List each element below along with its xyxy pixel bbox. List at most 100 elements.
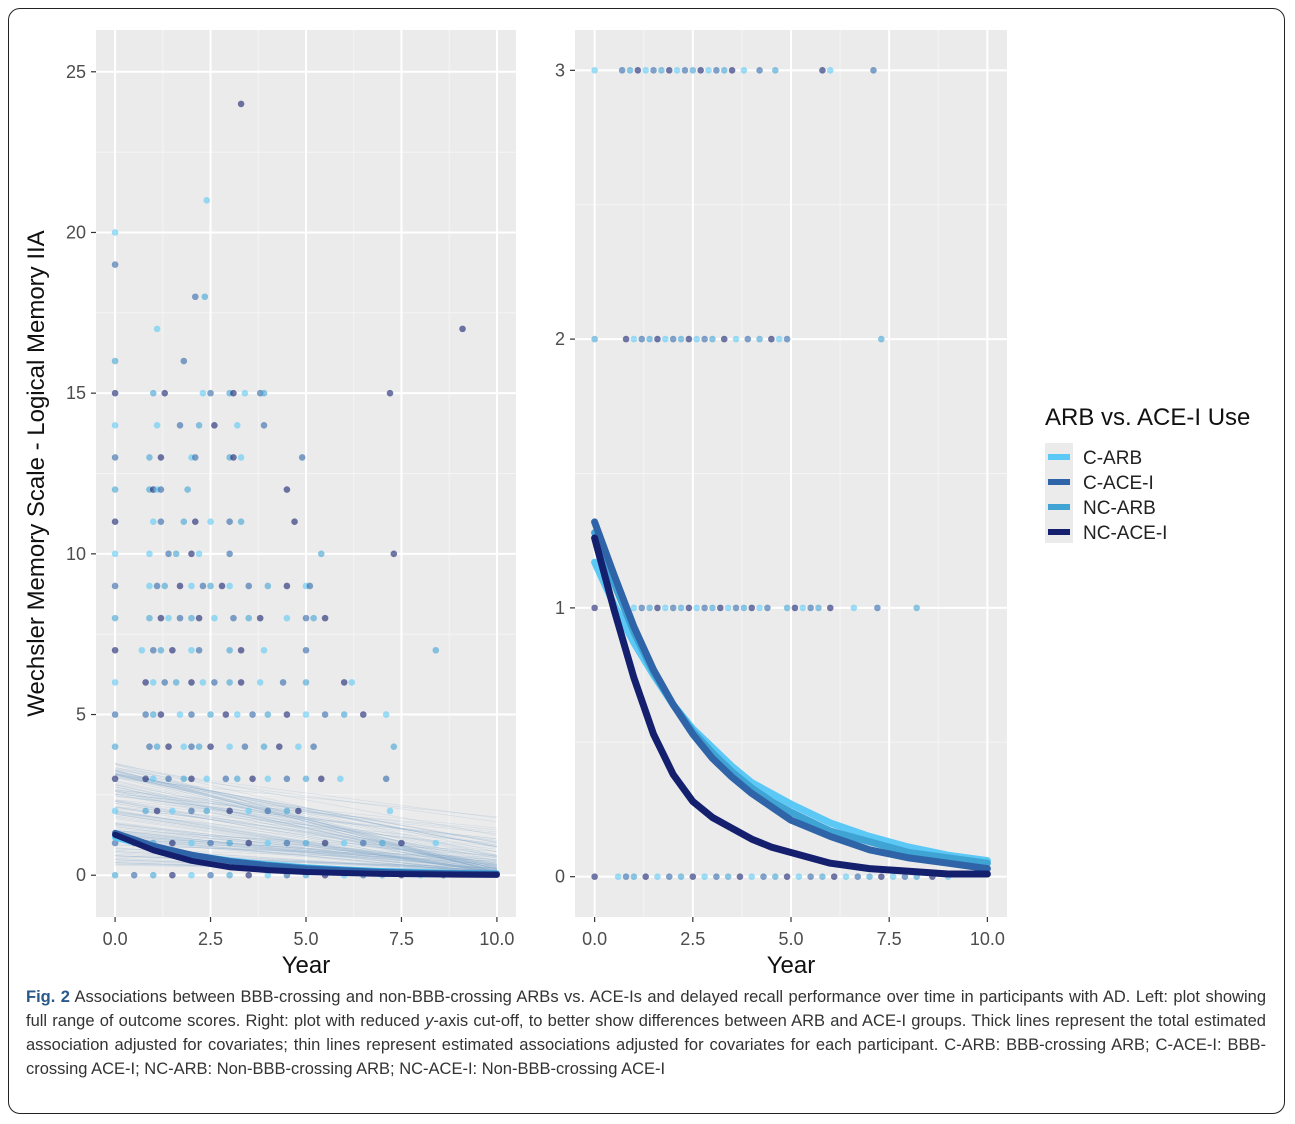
participant-line bbox=[115, 836, 497, 860]
right-data-point bbox=[913, 604, 920, 612]
right-data-point bbox=[771, 67, 779, 74]
left-data-point bbox=[432, 839, 440, 847]
participant-line bbox=[115, 764, 497, 836]
right-data-point bbox=[630, 604, 638, 612]
participant-line bbox=[115, 823, 497, 873]
participant-line bbox=[115, 763, 497, 873]
left-data-point bbox=[111, 807, 119, 815]
participant-line bbox=[115, 776, 497, 872]
participant-line bbox=[115, 781, 497, 870]
participant-line bbox=[115, 790, 497, 859]
left-data-point bbox=[142, 679, 149, 686]
right-data-point bbox=[693, 604, 701, 612]
left-data-point bbox=[321, 839, 329, 847]
participant-line bbox=[115, 834, 497, 867]
left-data-point bbox=[165, 743, 172, 750]
left-data-point bbox=[321, 711, 329, 718]
left-data-point bbox=[237, 679, 245, 686]
participant-line bbox=[115, 826, 497, 874]
left-data-point bbox=[226, 839, 233, 847]
right-data-point bbox=[717, 604, 724, 612]
left-data-point bbox=[283, 486, 291, 493]
participant-line bbox=[115, 796, 497, 840]
right-data-point bbox=[807, 604, 814, 612]
right-data-point bbox=[901, 873, 909, 880]
participant-line bbox=[115, 762, 497, 853]
left-data-point bbox=[111, 229, 119, 236]
left-data-point bbox=[157, 614, 165, 622]
right-x-tick-label: 5.0 bbox=[778, 929, 803, 949]
participant-line bbox=[115, 770, 497, 868]
participant-line bbox=[115, 773, 497, 843]
right-data-point bbox=[795, 873, 803, 880]
left-data-point bbox=[207, 839, 214, 847]
participant-line bbox=[115, 825, 497, 871]
right-data-point bbox=[709, 604, 716, 612]
left-data-point bbox=[256, 679, 264, 686]
right-data-point bbox=[642, 873, 649, 880]
right-series-line-nc-ace-i bbox=[591, 534, 991, 878]
left-data-point bbox=[199, 679, 207, 686]
left-data-point bbox=[153, 582, 161, 590]
left-data-point bbox=[149, 711, 157, 718]
left-data-point bbox=[180, 518, 188, 526]
right-data-point bbox=[689, 873, 697, 880]
left-data-point bbox=[142, 807, 149, 815]
left-data-point bbox=[188, 711, 195, 718]
left-data-point bbox=[111, 582, 119, 590]
participant-line bbox=[115, 768, 497, 856]
participant-line bbox=[115, 772, 497, 848]
right-data-point bbox=[654, 335, 661, 343]
left-data-point bbox=[111, 261, 119, 268]
participant-line bbox=[115, 806, 497, 872]
left-data-point bbox=[245, 614, 253, 622]
left-data-point bbox=[283, 582, 291, 590]
left-data-point bbox=[207, 582, 214, 590]
left-data-point bbox=[260, 646, 268, 654]
participant-line bbox=[115, 791, 497, 866]
left-data-point bbox=[191, 293, 199, 301]
right-data-point bbox=[830, 873, 838, 880]
left-data-point bbox=[180, 743, 188, 750]
left-data-point bbox=[138, 646, 146, 654]
left-data-point bbox=[199, 582, 207, 590]
right-data-point bbox=[842, 873, 850, 880]
right-data-point bbox=[854, 873, 862, 880]
right-data-point bbox=[646, 604, 653, 612]
participant-line bbox=[115, 780, 497, 862]
left-data-point bbox=[348, 679, 356, 686]
right-data-point bbox=[791, 604, 799, 612]
left-data-point bbox=[195, 550, 203, 558]
right-y-tick-label: 2 bbox=[555, 329, 565, 349]
left-data-point bbox=[302, 775, 310, 783]
participant-line bbox=[115, 775, 497, 870]
left-data-point bbox=[260, 421, 268, 429]
left-data-point bbox=[161, 582, 169, 590]
participant-line bbox=[115, 806, 497, 858]
left-data-point bbox=[230, 614, 237, 622]
left-data-point bbox=[176, 582, 184, 590]
left-data-point bbox=[111, 839, 119, 847]
participant-line bbox=[115, 795, 497, 841]
left-data-point bbox=[111, 550, 119, 558]
right-data-point bbox=[783, 335, 791, 343]
left-data-point bbox=[245, 871, 253, 879]
left-data-point bbox=[237, 518, 245, 526]
participant-line bbox=[115, 789, 497, 829]
left-data-point bbox=[111, 421, 119, 429]
right-data-point bbox=[591, 873, 598, 880]
left-data-point bbox=[386, 807, 394, 815]
left-data-point bbox=[188, 839, 195, 847]
left-data-point bbox=[188, 871, 195, 879]
participant-line bbox=[115, 812, 497, 857]
left-data-point bbox=[146, 454, 153, 461]
right-data-point bbox=[685, 604, 693, 612]
right-data-point bbox=[591, 335, 598, 343]
left-data-point bbox=[142, 711, 149, 718]
right-chart-panel: 0.0 2.5 5.0 7.5 10.0 0 1 2 3 Year bbox=[555, 30, 1007, 979]
right-data-point bbox=[693, 335, 701, 343]
right-data-point bbox=[618, 67, 626, 74]
left-data-point bbox=[249, 775, 256, 783]
right-data-point bbox=[669, 335, 677, 343]
right-data-point bbox=[826, 604, 834, 612]
